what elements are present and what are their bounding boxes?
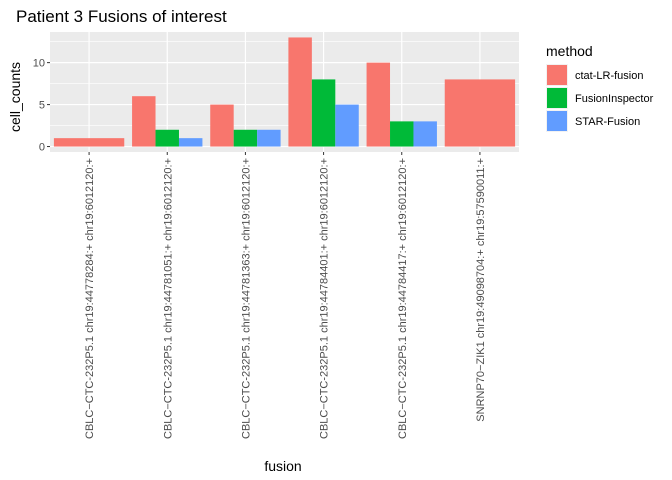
bar-ctat-lr-fusion xyxy=(132,96,156,147)
legend-swatch xyxy=(547,88,567,108)
bar-fusioninspector xyxy=(233,129,258,147)
legend-swatch xyxy=(547,65,567,85)
x-tick-label: SNRNP70−ZIK1 chr19:49098704:+ chr19:5759… xyxy=(475,158,487,422)
bar-ctat-lr-fusion xyxy=(53,138,125,147)
bar-ctat-lr-fusion xyxy=(210,104,234,147)
bar-fusioninspector xyxy=(311,79,336,147)
x-tick-label: CBLC−CTC-232P5.1 chr19:44781051:+ chr19:… xyxy=(162,158,174,439)
bar-fusioninspector xyxy=(390,121,414,147)
bar-ctat-lr-fusion xyxy=(444,79,516,147)
x-tick-label: CBLC−CTC-232P5.1 chr19:44784401:+ chr19:… xyxy=(319,158,331,439)
plot-panel xyxy=(50,32,519,152)
bar-star-fusion xyxy=(178,138,203,147)
y-tick-label: 10 xyxy=(33,58,45,70)
bar-ctat-lr-fusion xyxy=(288,37,312,147)
y-axis-title: cell_counts xyxy=(7,62,23,132)
y-axis-ticks: 0 5 10 xyxy=(33,58,50,154)
legend-label: STAR-Fusion xyxy=(575,116,640,128)
legend-label: FusionInspector xyxy=(575,93,654,105)
x-axis-title: fusion xyxy=(264,458,301,474)
bar-star-fusion xyxy=(335,104,359,147)
y-tick-label: 0 xyxy=(39,142,45,154)
legend: ctat-LR-fusion FusionInspector STAR-Fusion xyxy=(546,64,654,132)
bar-star-fusion xyxy=(257,129,281,147)
legend-label: ctat-LR-fusion xyxy=(575,70,643,82)
bars xyxy=(53,37,516,147)
legend-swatch xyxy=(547,111,567,131)
bar-ctat-lr-fusion xyxy=(366,62,391,147)
x-axis-ticks: CBLC−CTC-232P5.1 chr19:44778284:+ chr19:… xyxy=(84,152,487,439)
legend-title: method xyxy=(546,43,593,59)
bar-fusioninspector xyxy=(155,129,179,147)
x-tick-label: CBLC−CTC-232P5.1 chr19:44784417:+ chr19:… xyxy=(397,158,409,439)
chart-title: Patient 3 Fusions of interest xyxy=(16,7,227,26)
x-tick-label: CBLC−CTC-232P5.1 chr19:44781363:+ chr19:… xyxy=(240,158,252,439)
bar-star-fusion xyxy=(413,121,437,147)
x-tick-label: CBLC−CTC-232P5.1 chr19:44778284:+ chr19:… xyxy=(84,158,96,439)
y-tick-label: 5 xyxy=(39,100,45,112)
